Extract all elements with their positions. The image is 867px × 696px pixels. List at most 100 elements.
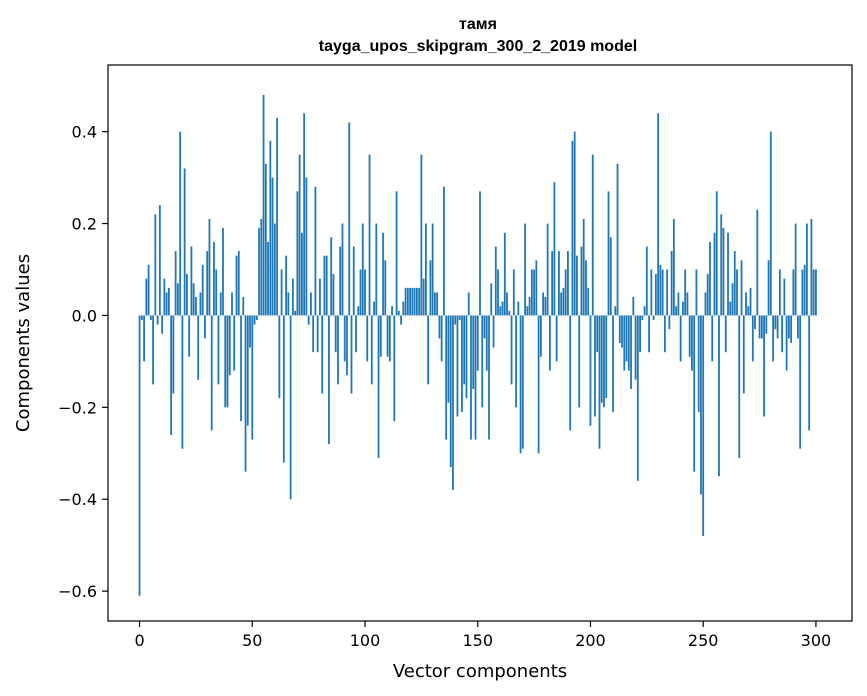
bar [355, 315, 357, 353]
bar [246, 315, 249, 426]
bar [373, 301, 375, 316]
bar [323, 255, 326, 316]
bar [287, 292, 290, 316]
bar [165, 292, 168, 316]
bar [781, 315, 784, 353]
bar [785, 315, 788, 371]
bar [636, 315, 639, 481]
bar [145, 278, 148, 316]
bar [289, 315, 292, 500]
bar [163, 278, 166, 316]
bar [760, 315, 763, 339]
bar [231, 292, 233, 316]
bar [222, 228, 224, 316]
y-tick-label: −0.6 [58, 582, 97, 601]
bar [339, 246, 342, 316]
bar [729, 301, 732, 316]
bar [776, 315, 779, 339]
bar [742, 315, 745, 394]
bar [497, 269, 499, 316]
y-tick-label: 0.2 [72, 215, 97, 234]
bar [709, 241, 711, 316]
bar [783, 278, 786, 316]
x-tick-label: 300 [801, 631, 832, 650]
bar [436, 292, 439, 316]
bar [553, 182, 556, 316]
chart-title: тамя [459, 16, 497, 33]
x-tick-label: 150 [462, 631, 493, 650]
bar [174, 251, 177, 316]
bar [580, 246, 583, 316]
bar [379, 315, 382, 357]
bar [499, 306, 502, 316]
bar [792, 269, 795, 316]
bar [319, 278, 321, 316]
bar [659, 264, 662, 316]
bar [418, 287, 421, 316]
bar [181, 315, 184, 449]
y-tick-label: −0.4 [58, 490, 97, 509]
bar [483, 315, 486, 339]
bar [560, 292, 563, 316]
bar [147, 264, 150, 316]
bar [409, 287, 412, 316]
bar [183, 168, 186, 316]
y-tick-label: 0.4 [72, 123, 97, 142]
bar [429, 260, 432, 316]
bar [154, 214, 157, 316]
bar [280, 269, 283, 316]
bar [188, 315, 191, 357]
bar [582, 218, 585, 316]
bar [192, 283, 195, 316]
bar [413, 287, 416, 316]
bar [510, 315, 513, 385]
bar [375, 223, 378, 316]
bar [186, 274, 188, 316]
bar [546, 223, 549, 316]
bar [321, 315, 324, 394]
bar [492, 315, 495, 348]
bar [303, 113, 306, 316]
bar [488, 315, 490, 440]
bar [609, 237, 612, 316]
bar [470, 315, 472, 440]
x-axis-label: Vector components [393, 661, 567, 682]
bar [670, 251, 673, 316]
bar [258, 228, 260, 316]
bar [704, 292, 707, 316]
bar [224, 315, 227, 408]
bar [348, 122, 351, 316]
bar [481, 315, 484, 408]
bar [215, 269, 218, 316]
bar [530, 269, 533, 316]
bar [402, 301, 405, 316]
bar [452, 315, 454, 491]
bar [364, 269, 366, 316]
bar [149, 315, 152, 321]
bar [627, 315, 630, 371]
bar [596, 315, 599, 353]
bar [562, 287, 565, 316]
bar [634, 315, 637, 380]
bar [657, 113, 660, 316]
bar [648, 315, 650, 353]
bar [140, 315, 143, 321]
bar [361, 223, 364, 316]
bar [515, 315, 517, 408]
bar [208, 218, 211, 316]
x-axis-ticks: 0 50 100 150 200 250 300 [134, 621, 831, 650]
bar [305, 177, 308, 316]
bar [754, 315, 756, 330]
bar [521, 315, 524, 449]
bar [567, 251, 569, 316]
bar [751, 315, 754, 362]
bar [501, 301, 504, 316]
bar [382, 232, 384, 316]
bar [524, 223, 526, 316]
bar [740, 260, 743, 316]
bar [663, 315, 666, 353]
bar [542, 292, 545, 316]
bar [571, 140, 574, 316]
bar [682, 301, 684, 316]
y-axis-label: Components values [13, 254, 34, 432]
